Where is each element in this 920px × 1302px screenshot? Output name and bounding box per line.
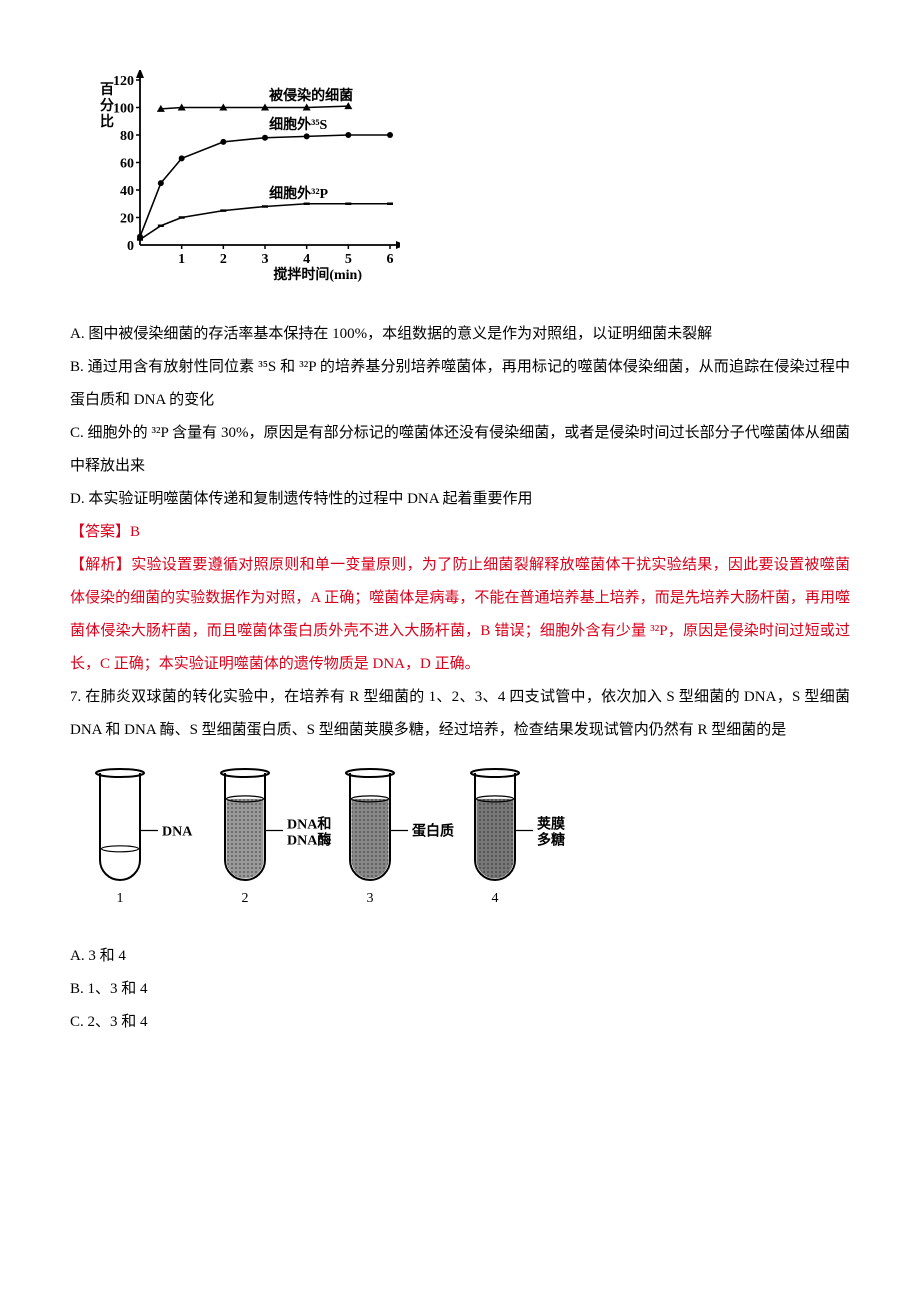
chart1-svg: 0 20 40 60 80 100 120 1 2 3 4 5 6 百分比搅拌时间(min) 被侵染的细菌细…	[90, 70, 400, 285]
svg-text:80: 80	[120, 129, 134, 144]
svg-text:比: 比	[100, 113, 114, 130]
explanation-label: 【解析】	[70, 557, 131, 573]
svg-text:被侵染的细菌: 被侵染的细菌	[269, 87, 353, 104]
svg-text:2: 2	[242, 891, 249, 906]
svg-text:6: 6	[387, 252, 394, 267]
q6-answer: 【答案】B	[70, 516, 850, 549]
svg-text:DNA酶: DNA酶	[287, 832, 331, 849]
answer-value: B	[130, 524, 140, 540]
svg-text:搅拌时间(min): 搅拌时间(min)	[273, 266, 362, 283]
svg-text:多糖: 多糖	[537, 832, 565, 849]
svg-text:40: 40	[120, 184, 134, 199]
svg-text:荚膜: 荚膜	[537, 816, 565, 833]
answer-label: 【答案】	[70, 524, 130, 540]
svg-text:3: 3	[367, 891, 374, 906]
svg-text:DNA: DNA	[162, 825, 193, 840]
svg-text:3: 3	[262, 252, 269, 267]
svg-text:2: 2	[220, 252, 227, 267]
svg-text:DNA和: DNA和	[287, 817, 331, 833]
svg-text:5: 5	[345, 252, 352, 267]
svg-text:百: 百	[100, 82, 114, 98]
svg-text:4: 4	[492, 891, 499, 906]
svg-text:100: 100	[113, 102, 134, 117]
q7-option-a: A. 3 和 4	[70, 940, 850, 973]
svg-text:0: 0	[127, 239, 134, 254]
svg-text:120: 120	[113, 74, 134, 89]
q7-text: 7. 在肺炎双球菌的转化实验中，在培养有 R 型细菌的 1、2、3、4 四支试管…	[70, 681, 850, 747]
svg-text:分: 分	[100, 98, 114, 114]
svg-text:1: 1	[178, 252, 185, 267]
q6-option-c: C. 细胞外的 ³²P 含量有 30%，原因是有部分标记的噬菌体还没有侵染细菌，…	[70, 417, 850, 483]
svg-text:蛋白质: 蛋白质	[412, 823, 454, 840]
tubes-svg: DNA 1 DNA和DNA酶 2 蛋白质 3 荚膜多糖 4	[70, 762, 590, 917]
q6-option-d: D. 本实验证明噬菌体传递和复制遗传特性的过程中 DNA 起着重要作用	[70, 483, 850, 516]
q6-chart: 0 20 40 60 80 100 120 1 2 3 4 5 6 百分比搅拌时间(min) 被侵染的细菌细…	[90, 70, 850, 298]
q6-option-a: A. 图中被侵染细菌的存活率基本保持在 100%，本组数据的意义是作为对照组，以…	[70, 318, 850, 351]
svg-text:20: 20	[120, 212, 134, 227]
svg-text:1: 1	[117, 891, 124, 906]
svg-text:细胞外³²P: 细胞外³²P	[269, 185, 328, 202]
svg-text:60: 60	[120, 157, 134, 172]
q6-explanation: 【解析】实验设置要遵循对照原则和单一变量原则，为了防止细菌裂解释放噬菌体干扰实验…	[70, 549, 850, 681]
svg-text:4: 4	[303, 252, 310, 267]
q6-option-b: B. 通过用含有放射性同位素 ³⁵S 和 ³²P 的培养基分别培养噬菌体，再用标…	[70, 351, 850, 417]
explanation-text: 实验设置要遵循对照原则和单一变量原则，为了防止细菌裂解释放噬菌体干扰实验结果，因…	[70, 557, 850, 672]
q7-option-c: C. 2、3 和 4	[70, 1006, 850, 1039]
svg-text:细胞外³⁵S: 细胞外³⁵S	[269, 116, 327, 133]
tubes-figure: DNA 1 DNA和DNA酶 2 蛋白质 3 荚膜多糖 4	[70, 762, 850, 930]
q7-option-b: B. 1、3 和 4	[70, 973, 850, 1006]
